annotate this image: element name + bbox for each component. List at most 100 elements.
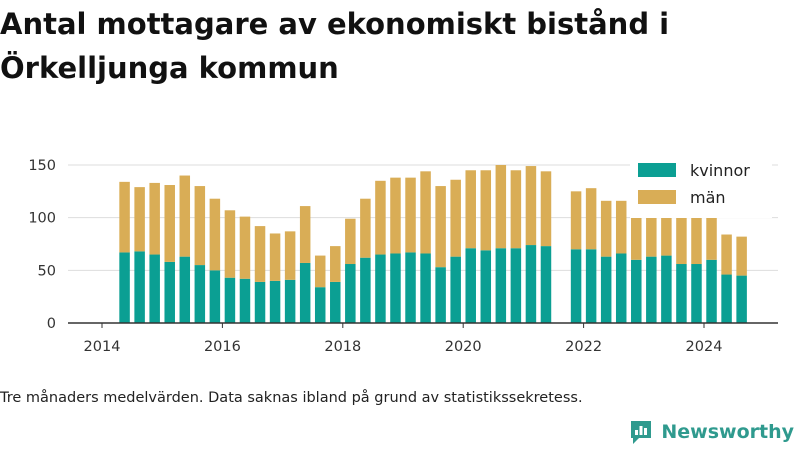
bar-man	[540, 171, 552, 247]
bar-man	[284, 231, 296, 280]
newsworthy-chat-bar-icon	[631, 421, 652, 444]
axes: 0 50 100 150 2014 2016 2018 2020 2022 2024	[28, 158, 778, 355]
bar-man	[525, 166, 537, 246]
bar-man	[254, 226, 266, 282]
bar-kvinnor	[134, 251, 145, 323]
bar-man	[179, 175, 191, 257]
bar-man	[299, 206, 311, 263]
bar-kvinnor	[405, 252, 416, 323]
legend-swatch-man	[638, 190, 676, 204]
bar-man	[164, 185, 175, 262]
legend: kvinnor män	[630, 156, 772, 218]
bar-kvinnor	[540, 246, 552, 323]
bar-kvinnor	[691, 264, 702, 323]
bar-man	[661, 205, 672, 256]
legend-label: män	[690, 188, 726, 207]
bar-kvinnor	[375, 254, 386, 323]
bar-man	[375, 180, 386, 255]
y-tick-label: 150	[28, 158, 56, 174]
bar-man	[676, 211, 687, 265]
bar-man	[119, 181, 130, 253]
bar-man	[149, 182, 160, 255]
bar-kvinnor	[179, 256, 191, 323]
bar-kvinnor	[284, 279, 296, 323]
x-tick-label: 2014	[84, 339, 121, 355]
bar-man	[600, 200, 612, 257]
bar-man	[134, 187, 145, 252]
bar-kvinnor	[164, 261, 175, 323]
bar-kvinnor	[209, 270, 221, 323]
bar-kvinnor	[149, 254, 160, 323]
bar-man	[706, 203, 717, 260]
bar-man	[585, 188, 597, 250]
y-tick-label: 100	[28, 211, 56, 227]
bar-man	[360, 198, 371, 258]
chart-title: Antal mottagare av ekonomiskt bistånd i …	[0, 7, 670, 85]
bar-man	[495, 165, 507, 249]
bar-kvinnor	[600, 256, 612, 323]
bar-man	[721, 234, 732, 275]
bar-kvinnor	[721, 274, 732, 323]
bar-kvinnor	[706, 259, 717, 323]
bar-man	[420, 171, 431, 254]
bar-kvinnor	[736, 275, 747, 323]
bar-man	[314, 255, 326, 288]
legend-swatch-kvinnor	[638, 163, 676, 177]
bar-man	[736, 236, 747, 276]
bar-man	[405, 177, 416, 253]
footnote: Tre månaders medelvärden. Data saknas ib…	[0, 390, 583, 406]
bar-kvinnor	[646, 256, 657, 323]
bar-kvinnor	[585, 249, 597, 323]
y-tick-label: 50	[38, 263, 56, 279]
bar-kvinnor	[360, 257, 371, 323]
bar-man	[194, 186, 206, 266]
bar-man	[480, 170, 492, 251]
bar-man	[631, 205, 642, 260]
bar-man	[465, 170, 476, 249]
bar-kvinnor	[465, 248, 476, 323]
x-tick-label: 2016	[204, 339, 241, 355]
bar-kvinnor	[194, 265, 206, 323]
bar-man	[450, 179, 461, 257]
bar-kvinnor	[510, 248, 522, 323]
bar-man	[646, 207, 657, 257]
bar-kvinnor	[661, 255, 672, 323]
bar-kvinnor	[495, 248, 507, 323]
x-tick-label: 2024	[686, 339, 723, 355]
bar-kvinnor	[224, 277, 236, 323]
bar-kvinnor	[330, 281, 341, 323]
bar-man	[510, 170, 522, 249]
bar-kvinnor	[345, 264, 356, 323]
bar-kvinnor	[570, 249, 582, 323]
x-tick-label: 2022	[565, 339, 602, 355]
x-tick-label: 2020	[445, 339, 482, 355]
bar-kvinnor	[420, 253, 431, 323]
bar-kvinnor	[615, 253, 627, 323]
bar-kvinnor	[525, 245, 537, 323]
bar-man	[239, 216, 251, 279]
legend-label: kvinnor	[690, 161, 750, 180]
brand-logo: Newsworthy	[629, 419, 794, 445]
bar-man	[615, 200, 627, 254]
brand-name: Newsworthy	[661, 421, 794, 443]
bar-man	[269, 233, 281, 281]
bar-man	[435, 186, 446, 268]
bar-man	[345, 218, 356, 265]
bar-kvinnor	[314, 287, 326, 323]
bar-man	[570, 191, 582, 250]
bar-man	[209, 198, 221, 271]
bars	[119, 165, 747, 323]
bar-man	[224, 210, 236, 278]
bar-kvinnor	[435, 267, 446, 323]
stacked-bar-chart: 0 50 100 150 2014 2016 2018 2020 2022 2024 kvinno…	[28, 156, 778, 355]
bar-kvinnor	[480, 250, 492, 323]
bar-kvinnor	[119, 252, 130, 323]
bar-kvinnor	[390, 253, 401, 323]
bar-kvinnor	[254, 281, 266, 323]
bar-man	[330, 246, 341, 282]
bar-kvinnor	[450, 256, 461, 323]
bar-kvinnor	[299, 262, 311, 323]
bar-kvinnor	[239, 278, 251, 323]
bar-man	[691, 210, 702, 265]
bar-kvinnor	[269, 280, 281, 323]
